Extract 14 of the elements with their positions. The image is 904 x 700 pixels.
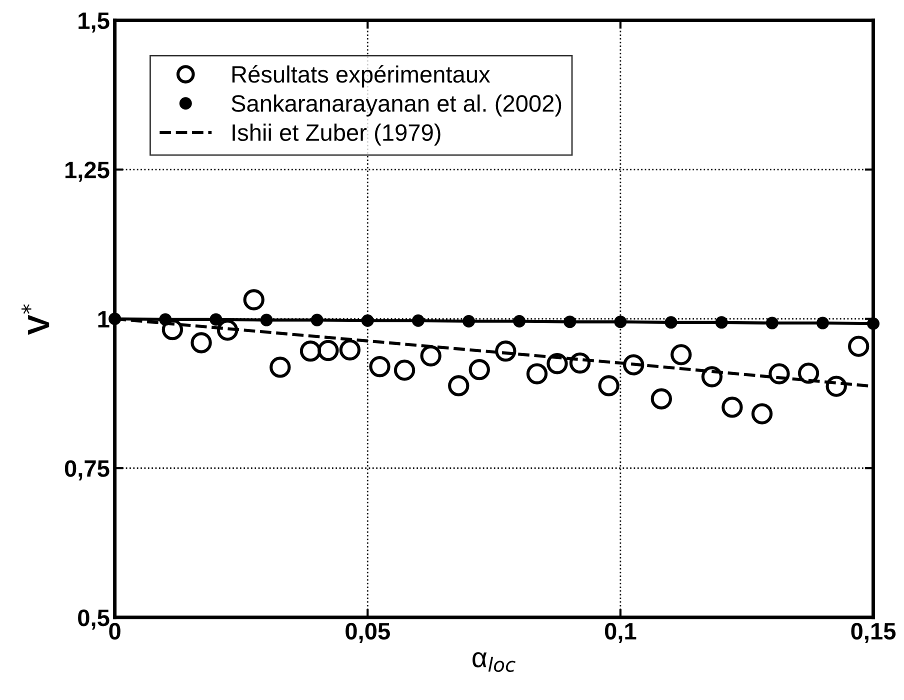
y-axis-title: V$^{*}$ bbox=[22, 304, 50, 335]
x-tick-label: 0 bbox=[109, 622, 120, 640]
legend-label: Ishii et Zuber (1979) bbox=[232, 124, 440, 146]
y-tick-label: 1,5 bbox=[78, 12, 110, 33]
x-tick-label: 0,05 bbox=[346, 622, 390, 644]
y-tick-label: 0,5 bbox=[78, 609, 110, 630]
x-tick-label: 0,15 bbox=[851, 622, 896, 644]
y-tick-label: 1,25 bbox=[65, 162, 110, 182]
y-tick-label: 1 bbox=[98, 311, 110, 328]
y-tick-label: 0,75 bbox=[64, 460, 110, 480]
legend-label: Résultats expérimentaux bbox=[232, 65, 490, 88]
x-tick-label: 0,1 bbox=[604, 622, 636, 644]
x-axis-title: α$_{loc}$ bbox=[472, 652, 516, 672]
legend-label: Sankaranarayanan et al. (2002) bbox=[232, 94, 562, 117]
